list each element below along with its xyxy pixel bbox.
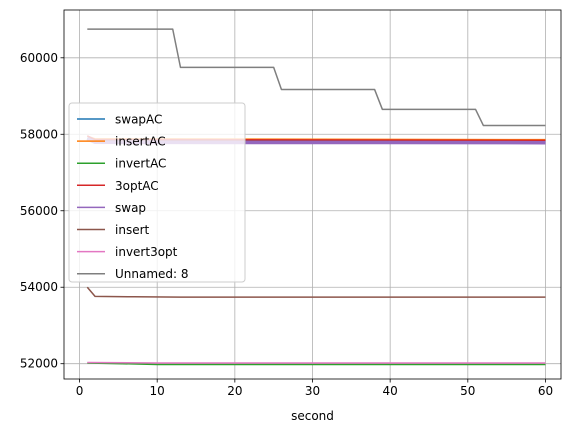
legend-label: 3optAC [115, 179, 159, 193]
x-tick-label: 50 [460, 384, 475, 398]
legend-box [68, 102, 246, 283]
legend-label: swap [115, 201, 146, 215]
y-tick-label: 56000 [20, 204, 58, 218]
legend-label: insertAC [115, 135, 166, 149]
x-tick-label: 20 [227, 384, 242, 398]
series-line-7 [87, 28, 546, 127]
legend-label: invert3opt [115, 245, 178, 259]
x-axis-label: second [291, 409, 334, 423]
y-tick-label: 54000 [20, 280, 58, 294]
series-line-2 [87, 362, 546, 366]
y-tick-label: 58000 [20, 127, 58, 141]
legend: swapAC insertAC invertAC 3optAC swap insert in… [68, 102, 246, 283]
axis-ticks: 0 10 20 30 40 50 60 52000 54000 56000 58000 60000 [20, 51, 553, 398]
legend-label: insert [115, 223, 150, 237]
x-tick-label: 30 [305, 384, 320, 398]
y-tick-label: 52000 [20, 357, 58, 371]
legend-label: swapAC [115, 113, 162, 127]
series-line-5 [86, 286, 546, 298]
legend-label: Unnamed: 8 [115, 267, 189, 281]
legend-label: invertAC [115, 157, 166, 171]
x-tick-label: 60 [538, 384, 553, 398]
y-tick-label: 60000 [20, 51, 58, 65]
x-tick-label: 0 [76, 384, 84, 398]
x-tick-label: 40 [383, 384, 398, 398]
x-tick-label: 10 [150, 384, 165, 398]
